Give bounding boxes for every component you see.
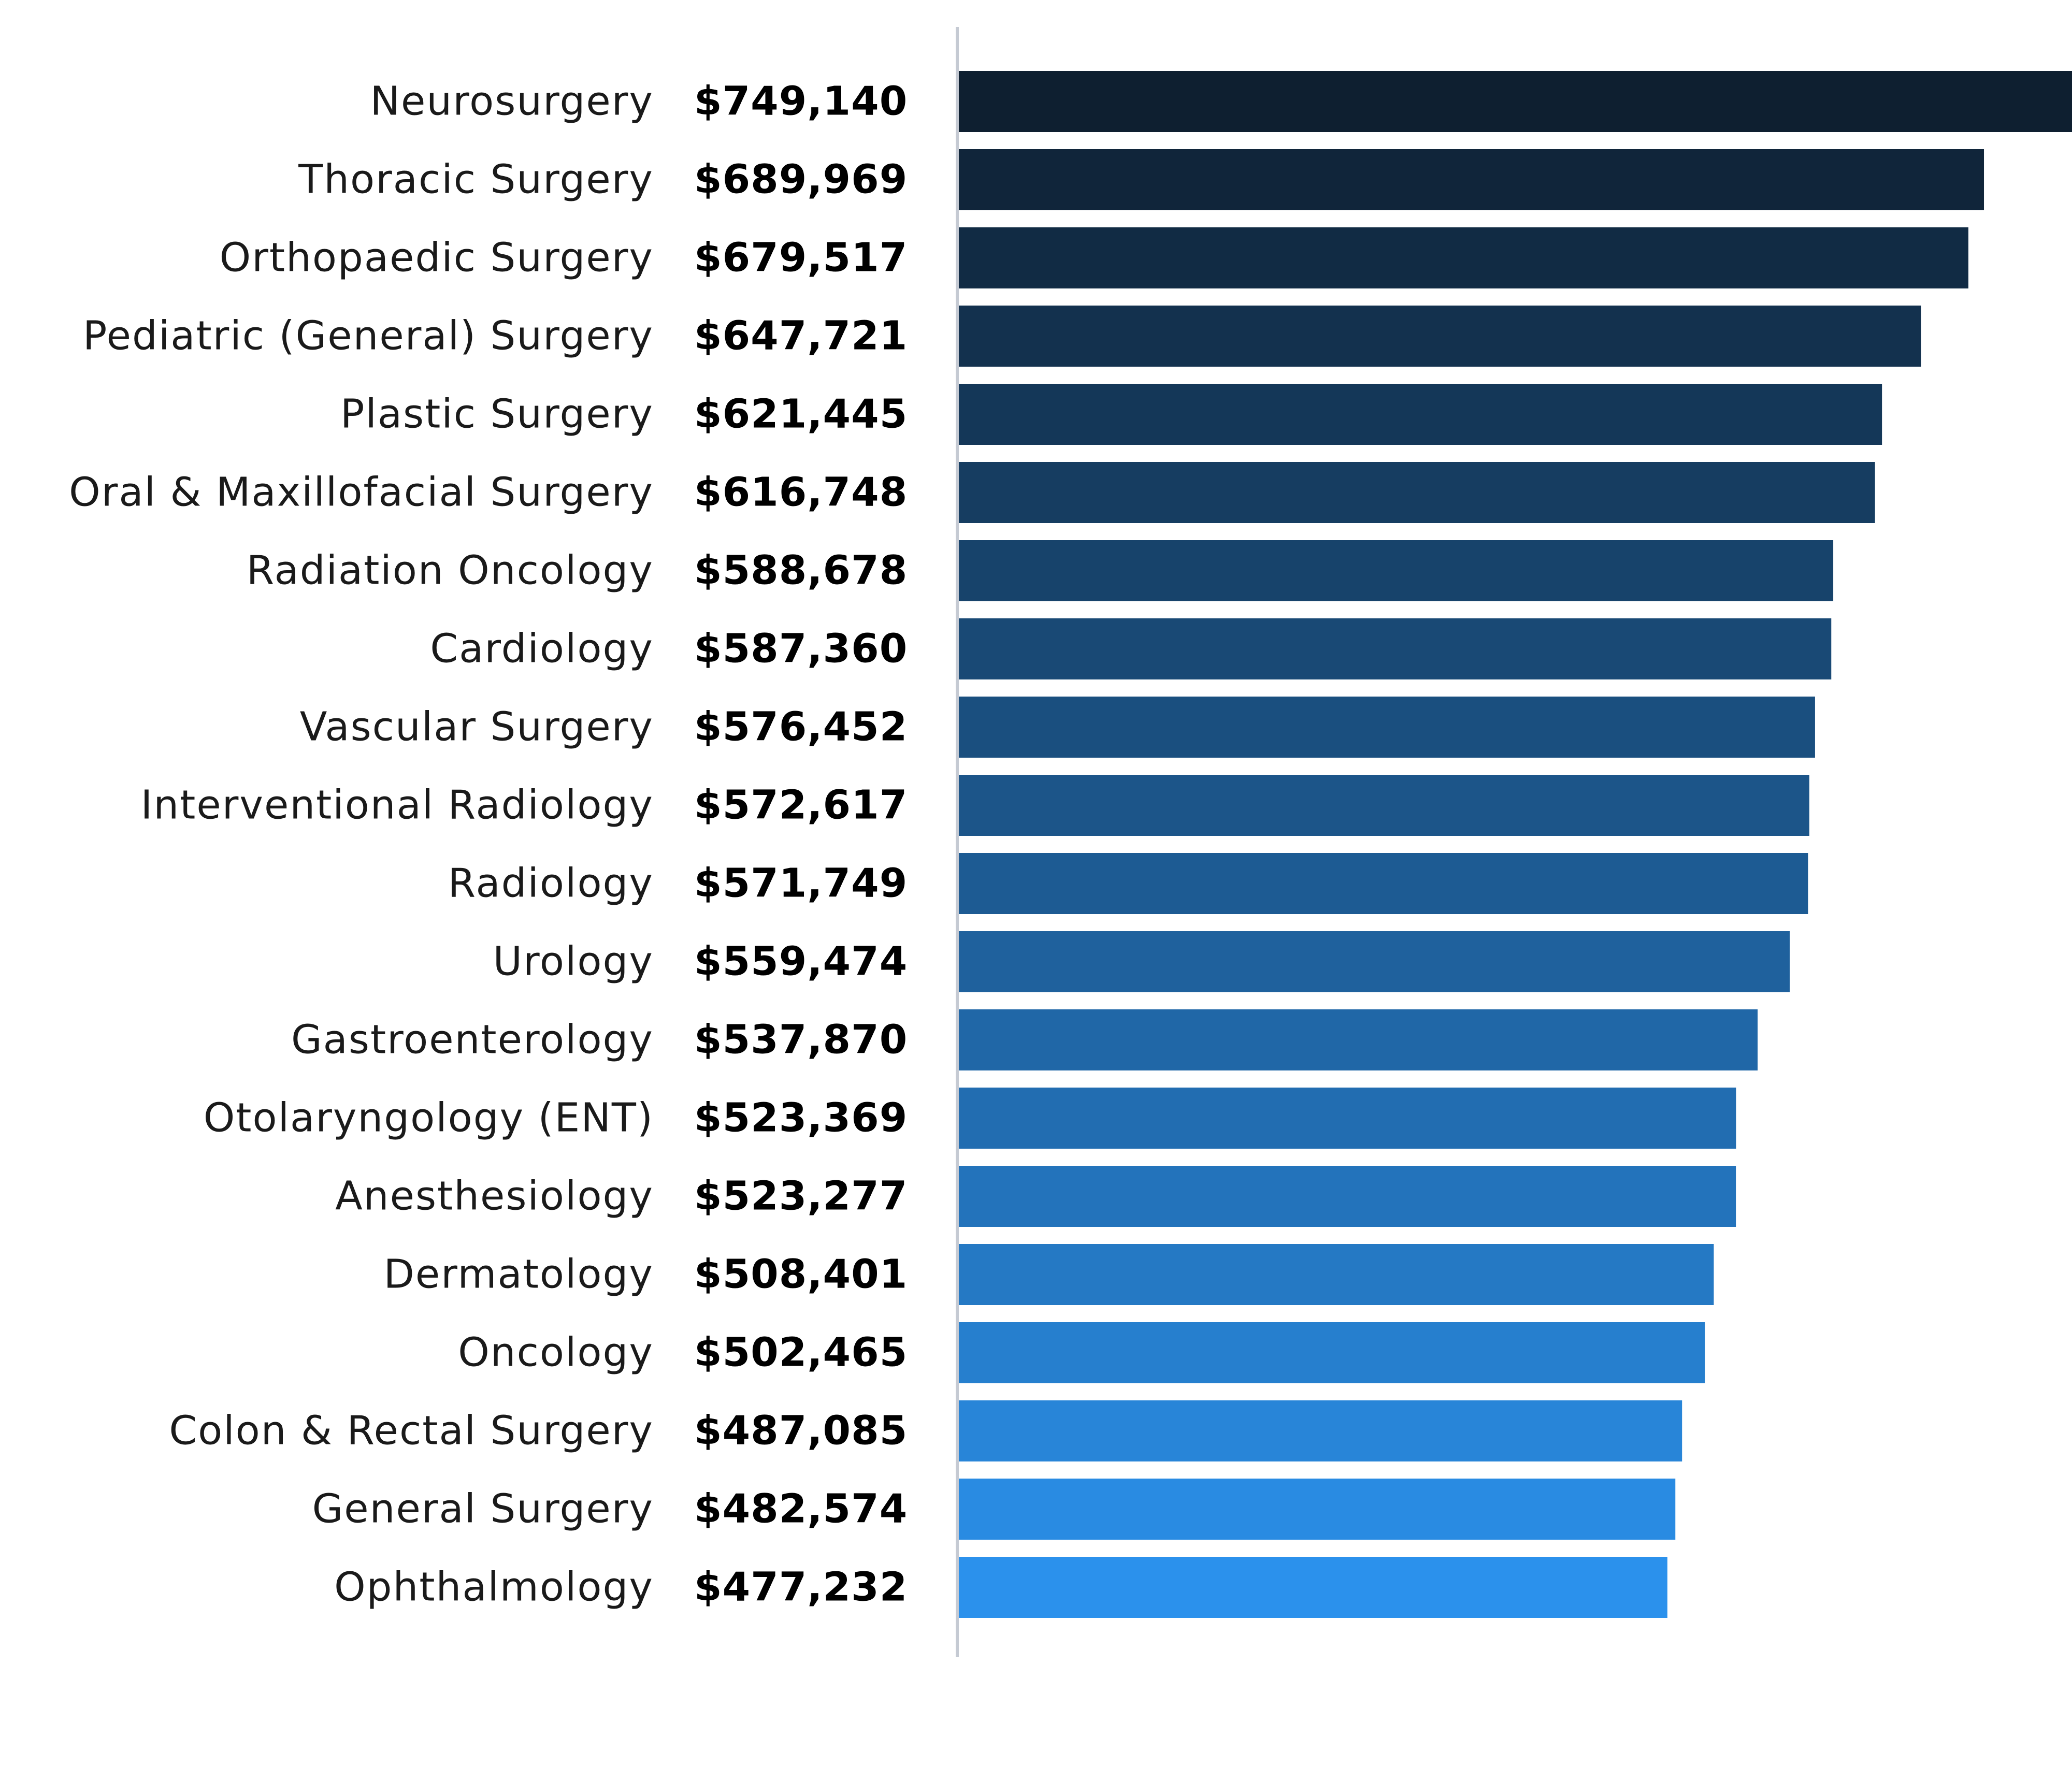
category-labels-group: Neurosurgery Thoracic Surgery Orthopaedic … bbox=[69, 79, 654, 1611]
category-label: Oral & Maxillofacial Surgery bbox=[69, 470, 654, 516]
value-label: $576,452 bbox=[694, 704, 908, 750]
category-label: Radiology bbox=[448, 861, 654, 907]
value-label: $571,749 bbox=[694, 861, 908, 907]
bar-17 bbox=[957, 1400, 1682, 1461]
bar-13 bbox=[957, 1088, 1736, 1149]
category-label: Colon & Rectal Surgery bbox=[169, 1408, 654, 1454]
category-label: Otolaryngology (ENT) bbox=[204, 1095, 654, 1141]
bar-11 bbox=[957, 931, 1790, 992]
bar-0 bbox=[957, 71, 2072, 132]
bar-14 bbox=[957, 1166, 1736, 1227]
value-label: $689,969 bbox=[694, 157, 908, 203]
value-label: $621,445 bbox=[694, 392, 908, 438]
category-label: Cardiology bbox=[430, 626, 654, 672]
value-label: $588,678 bbox=[694, 548, 908, 594]
category-label: Ophthalmology bbox=[334, 1565, 654, 1611]
bar-18 bbox=[957, 1479, 1676, 1540]
category-label: General Surgery bbox=[312, 1486, 654, 1532]
category-label: Neurosurgery bbox=[370, 79, 654, 125]
category-label: Plastic Surgery bbox=[340, 392, 654, 438]
bar-12 bbox=[957, 1009, 1758, 1070]
bar-1 bbox=[957, 149, 1984, 210]
value-label: $572,617 bbox=[694, 783, 908, 829]
category-label: Urology bbox=[493, 939, 654, 985]
value-label: $537,870 bbox=[694, 1017, 908, 1063]
category-label: Thoracic Surgery bbox=[298, 157, 654, 203]
value-label: $679,517 bbox=[694, 235, 908, 281]
bar-2 bbox=[957, 227, 1968, 288]
bar-10 bbox=[957, 853, 1808, 914]
bar-16 bbox=[957, 1322, 1705, 1383]
category-label: Oncology bbox=[458, 1330, 654, 1376]
category-label: Dermatology bbox=[384, 1252, 654, 1298]
category-label: Gastroenterology bbox=[291, 1017, 654, 1063]
category-label: Vascular Surgery bbox=[300, 704, 654, 750]
bar-8 bbox=[957, 697, 1815, 758]
value-label: $647,721 bbox=[694, 313, 908, 359]
category-label: Pediatric (General) Surgery bbox=[83, 313, 654, 359]
bar-5 bbox=[957, 462, 1875, 523]
value-label: $616,748 bbox=[694, 470, 908, 516]
bar-3 bbox=[957, 306, 1921, 367]
bar-6 bbox=[957, 540, 1834, 601]
value-label: $749,140 bbox=[694, 79, 908, 125]
bar-19 bbox=[957, 1557, 1667, 1618]
bar-15 bbox=[957, 1244, 1714, 1305]
bars-group bbox=[957, 71, 2072, 1618]
value-label: $587,360 bbox=[694, 626, 908, 672]
category-label: Orthopaedic Surgery bbox=[220, 235, 654, 281]
value-label: $502,465 bbox=[694, 1330, 908, 1376]
bar-7 bbox=[957, 618, 1832, 679]
category-label: Anesthesiology bbox=[335, 1174, 654, 1220]
value-label: $477,232 bbox=[694, 1565, 908, 1611]
value-label: $523,369 bbox=[694, 1095, 908, 1141]
value-label: $487,085 bbox=[694, 1408, 908, 1454]
category-label: Radiation Oncology bbox=[247, 548, 654, 594]
category-label: Interventional Radiology bbox=[141, 783, 654, 829]
value-label: $523,277 bbox=[694, 1174, 908, 1220]
value-label: $482,574 bbox=[694, 1486, 908, 1532]
value-labels-group: $749,140 $689,969 $679,517 $647,721 $621,445… bbox=[694, 79, 908, 1611]
value-label: $508,401 bbox=[694, 1252, 908, 1298]
value-label: $559,474 bbox=[694, 939, 908, 985]
bar-4 bbox=[957, 384, 1882, 445]
bar-9 bbox=[957, 775, 1809, 836]
